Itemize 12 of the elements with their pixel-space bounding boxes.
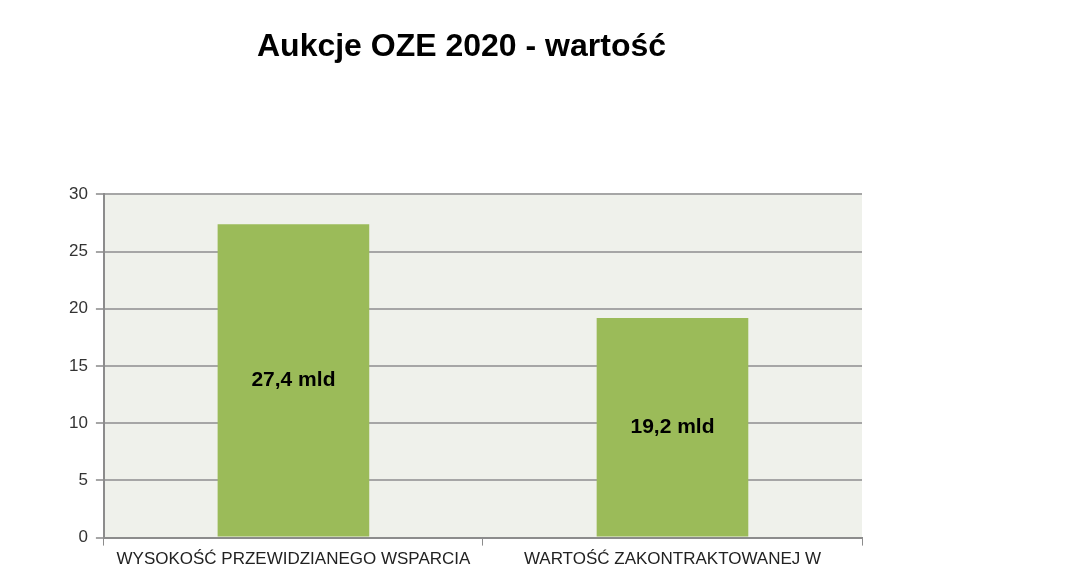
data-label: 19,2 mld [630, 414, 715, 438]
y-tick-label: 20 [68, 298, 88, 318]
y-tick-label: 25 [68, 241, 88, 261]
x-tick-label: WARTOŚĆ ZAKONTRAKTOWANEJ W [523, 549, 822, 569]
y-tick-label: 30 [68, 184, 88, 204]
chart-title: Aukcje OZE 2020 - wartość [256, 27, 667, 64]
y-tick-label: 5 [78, 470, 88, 490]
y-tick-label: 15 [68, 355, 88, 375]
y-tick-label: 10 [68, 412, 88, 432]
x-tick-label: WYSOKOŚĆ PRZEWIDZIANEGO WSPARCIA [116, 549, 472, 569]
y-tick-label: 0 [78, 527, 88, 547]
data-label: 27,4 mld [251, 367, 336, 391]
